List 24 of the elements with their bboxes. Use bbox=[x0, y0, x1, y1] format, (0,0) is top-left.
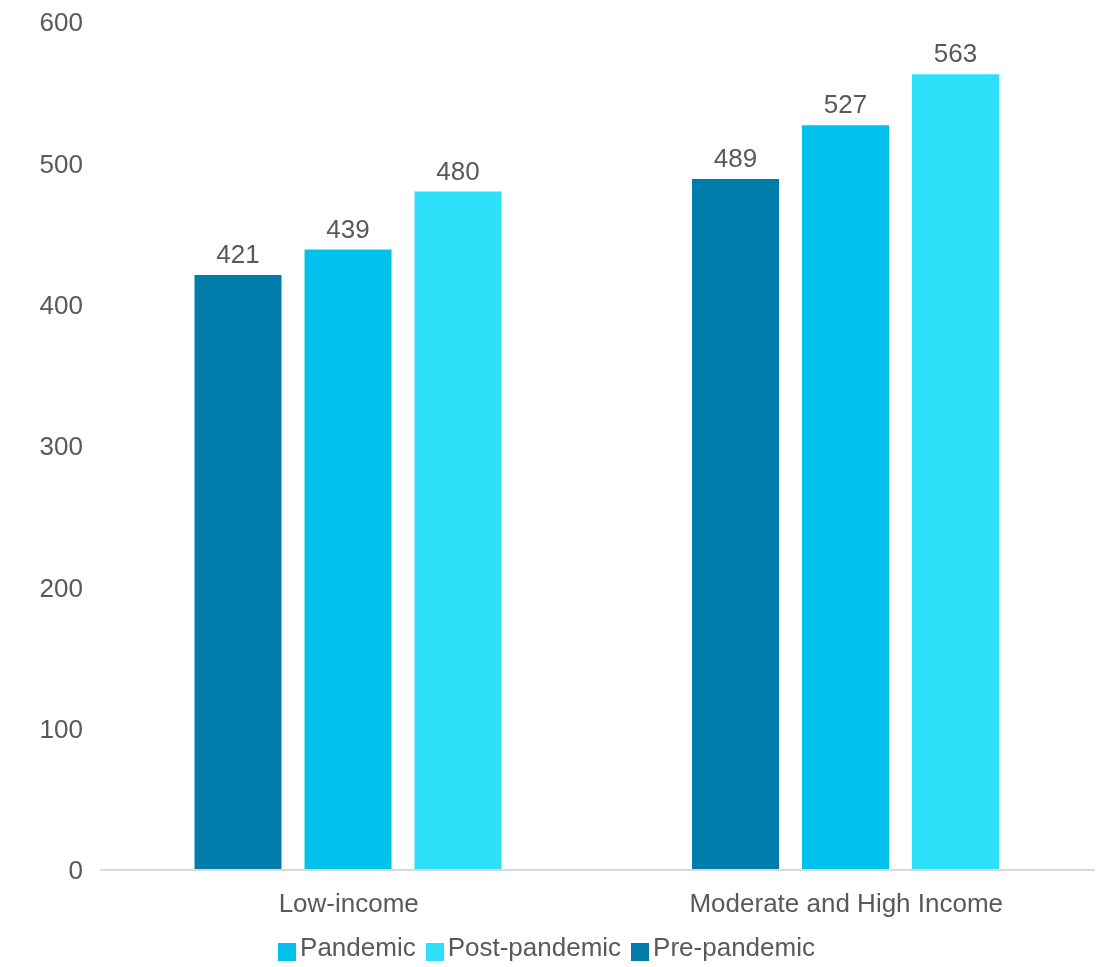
y-tick-label: 400 bbox=[39, 289, 83, 320]
legend-label: Pandemic bbox=[300, 932, 416, 962]
data-label: 439 bbox=[326, 213, 370, 244]
y-tick-label: 300 bbox=[39, 431, 83, 462]
x-tick-label: Moderate and High Income bbox=[689, 888, 1004, 919]
data-label: 527 bbox=[823, 89, 868, 120]
y-tick-label: 0 bbox=[68, 855, 83, 886]
data-label: 421 bbox=[216, 238, 260, 269]
data-label: 563 bbox=[933, 38, 978, 69]
x-tick-label: Low-income bbox=[278, 888, 419, 919]
bar bbox=[414, 191, 502, 870]
bar bbox=[692, 178, 780, 870]
bar bbox=[194, 274, 282, 870]
data-label: 489 bbox=[713, 142, 758, 173]
data-label: 480 bbox=[436, 155, 480, 186]
legend-label: Post-pandemic bbox=[447, 932, 622, 962]
y-tick-label: 600 bbox=[39, 7, 83, 38]
y-tick-label: 100 bbox=[39, 713, 83, 744]
bar bbox=[304, 249, 392, 870]
y-tick-label: 500 bbox=[39, 148, 83, 179]
legend-label: Pre-pandemic bbox=[653, 932, 815, 962]
y-tick-label: 200 bbox=[39, 572, 83, 603]
bar bbox=[912, 74, 1000, 870]
bar bbox=[802, 125, 890, 870]
